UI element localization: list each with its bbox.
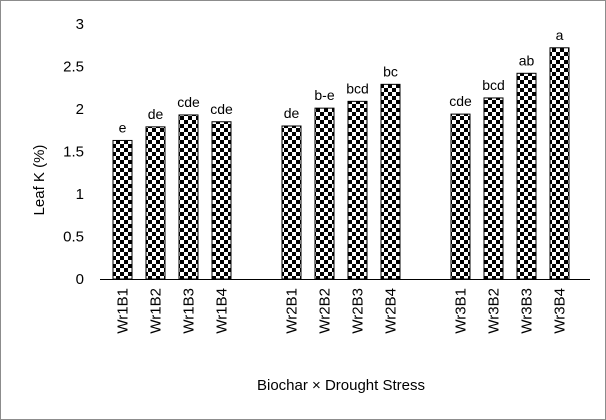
x-category-label: Wr3B1 xyxy=(453,288,470,334)
bar xyxy=(347,100,368,280)
bar xyxy=(281,125,302,280)
significance-letter: a xyxy=(556,27,564,43)
x-category-label: Wr3B3 xyxy=(519,288,536,334)
bars xyxy=(112,47,570,280)
x-category-label: Wr2B1 xyxy=(284,288,301,334)
x-axis-title: Biochar × Drought Stress xyxy=(257,377,425,394)
significance-letter: e xyxy=(119,119,127,135)
significance-letter: bc xyxy=(383,63,398,79)
x-axis-category-labels: Wr1B1 Wr1B2 Wr1B3 Wr1B4 Wr2B1 Wr2B2 Wr2B3 Wr2B4… xyxy=(115,288,569,334)
significance-letter: b-e xyxy=(314,87,334,103)
significance-letter: de xyxy=(148,106,164,122)
bar xyxy=(516,72,537,280)
bar xyxy=(211,121,232,280)
bar xyxy=(145,126,166,280)
x-category-label: Wr2B3 xyxy=(350,288,367,334)
x-category-label: Wr2B2 xyxy=(317,288,334,334)
y-axis-tick-labels: 0 0.5 1 1.5 2 2.5 3 xyxy=(63,16,84,288)
bar xyxy=(483,97,504,280)
x-category-label: Wr2B4 xyxy=(383,288,400,334)
bar xyxy=(450,113,471,280)
y-tick-label: 1.5 xyxy=(63,144,84,161)
significance-letter: ab xyxy=(519,52,535,68)
significance-letter: cde xyxy=(177,94,200,110)
significance-letter: de xyxy=(284,105,300,121)
y-tick-label: 1 xyxy=(76,186,84,203)
y-tick-label: 0.5 xyxy=(63,229,84,246)
bar xyxy=(112,139,133,280)
x-category-label: Wr1B3 xyxy=(181,288,198,334)
y-tick-label: 0 xyxy=(76,271,84,288)
significance-letter: cde xyxy=(449,93,472,109)
x-category-label: Wr1B1 xyxy=(115,288,132,334)
significance-letter: bcd xyxy=(482,77,505,93)
y-tick-label: 2.5 xyxy=(63,59,84,76)
significance-letter: cde xyxy=(210,101,233,117)
bar xyxy=(178,114,199,280)
x-category-label: Wr1B2 xyxy=(148,288,165,334)
significance-letter: bcd xyxy=(346,80,369,96)
bar xyxy=(380,83,401,280)
x-category-label: Wr3B4 xyxy=(552,288,569,334)
bar xyxy=(314,107,335,280)
x-category-label: Wr3B2 xyxy=(486,288,503,334)
y-tick-label: 3 xyxy=(76,16,84,33)
y-axis-title: Leaf K (%) xyxy=(31,145,48,216)
bar xyxy=(549,47,570,280)
y-tick-label: 2 xyxy=(76,101,84,118)
x-category-label: Wr1B4 xyxy=(214,288,231,334)
